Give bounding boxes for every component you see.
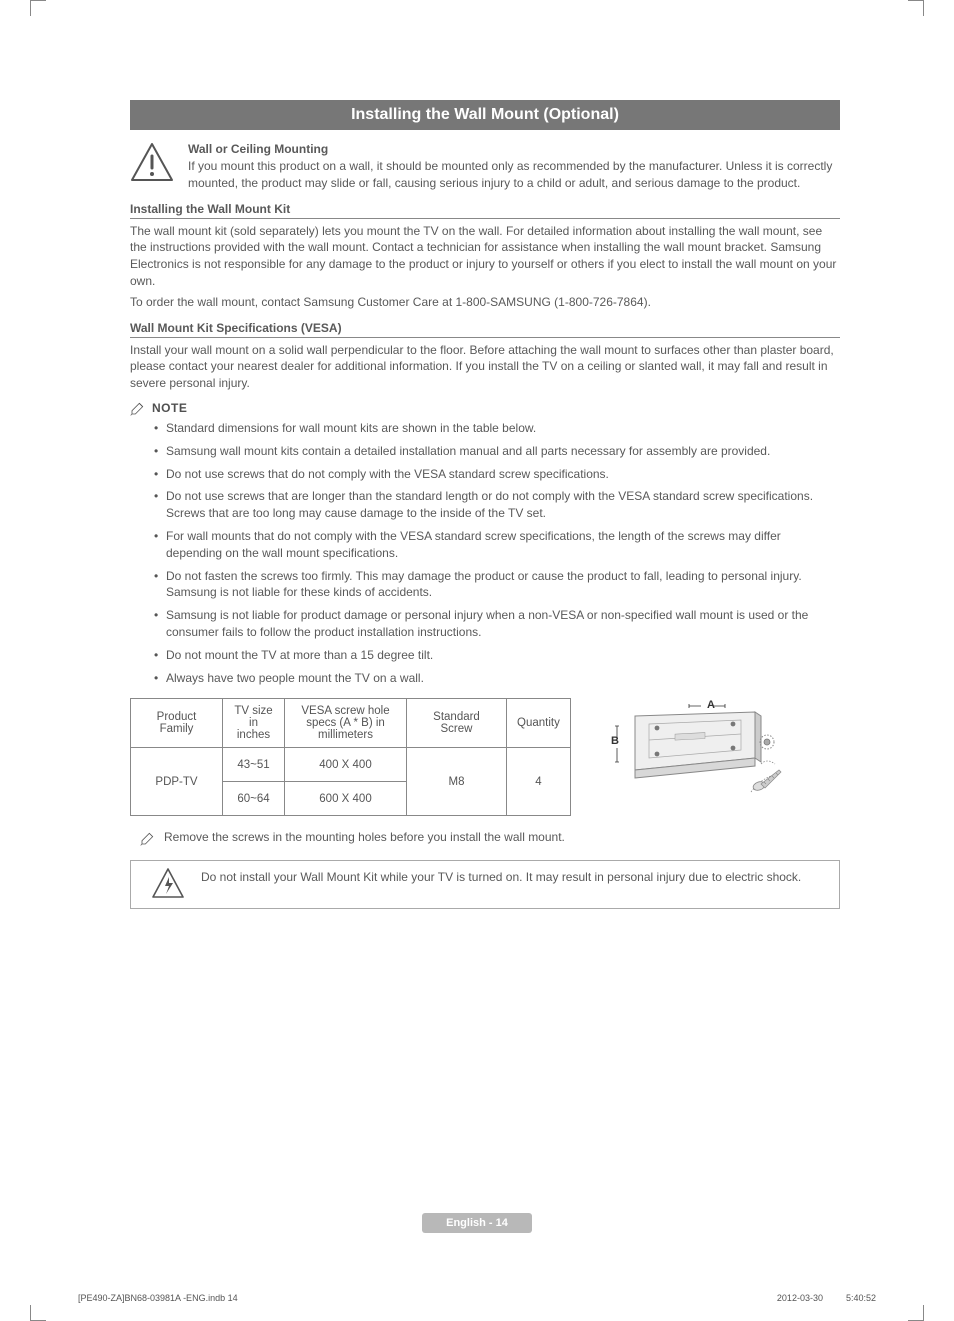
note-item: Always have two people mount the TV on a…	[154, 670, 840, 687]
title-bar: Installing the Wall Mount (Optional)	[130, 100, 840, 130]
table-header: Standard Screw	[407, 699, 507, 748]
note-item: Do not mount the TV at more than a 15 de…	[154, 647, 840, 664]
diagram-label-b: B	[611, 735, 619, 747]
note-item: Do not fasten the screws too firmly. Thi…	[154, 568, 840, 602]
doc-footer-left: [PE490-ZA]BN68-03981A -ENG.indb 14	[78, 1293, 238, 1303]
diagram-label-a: A	[707, 699, 715, 711]
table-cell: PDP-TV	[131, 748, 223, 816]
shock-warning-icon	[151, 867, 185, 902]
note-item: Samsung is not liable for product damage…	[154, 607, 840, 641]
note-item: For wall mounts that do not comply with …	[154, 528, 840, 562]
table-header: VESA screw hole specs (A * B) in millime…	[285, 699, 407, 748]
shock-warning-text: Do not install your Wall Mount Kit while…	[201, 867, 801, 886]
divider	[130, 337, 840, 338]
vesa-heading: Wall Mount Kit Specifications (VESA)	[130, 321, 840, 335]
table-header: Product Family	[131, 699, 223, 748]
table-cell: 43~51	[223, 748, 285, 782]
bracket-diagram: A B	[601, 698, 791, 811]
note-item: Standard dimensions for wall mount kits …	[154, 420, 840, 437]
table-cell: 60~64	[223, 782, 285, 816]
crop-mark-tr	[908, 0, 924, 16]
remove-screws-note: Remove the screws in the mounting holes …	[140, 830, 840, 846]
vesa-body: Install your wall mount on a solid wall …	[130, 342, 840, 392]
doc-footer-right: 2012-03-30 5:40:52	[777, 1293, 876, 1303]
table-header: Quantity	[507, 699, 571, 748]
divider	[130, 218, 840, 219]
remove-note-text: Remove the screws in the mounting holes …	[164, 830, 565, 844]
table-header: TV size in inches	[223, 699, 285, 748]
crop-mark-tl	[30, 0, 46, 16]
vesa-spec-table: Product Family TV size in inches VESA sc…	[130, 698, 571, 816]
warning-block: Wall or Ceiling Mounting If you mount th…	[130, 142, 840, 192]
warning-heading: Wall or Ceiling Mounting	[188, 142, 840, 156]
page-footer: English - 14	[0, 1213, 954, 1233]
note-list: Standard dimensions for wall mount kits …	[130, 420, 840, 686]
note-icon	[140, 830, 156, 846]
install-kit-p1: The wall mount kit (sold separately) let…	[130, 223, 840, 290]
note-item: Do not use screws that are longer than t…	[154, 488, 840, 522]
note-heading: NOTE	[130, 400, 840, 416]
document-footer: [PE490-ZA]BN68-03981A -ENG.indb 14 2012-…	[78, 1293, 876, 1303]
crop-mark-br	[908, 1305, 924, 1321]
install-kit-p2: To order the wall mount, contact Samsung…	[130, 294, 840, 311]
note-label: NOTE	[152, 401, 187, 415]
warning-body: If you mount this product on a wall, it …	[188, 158, 840, 192]
note-item: Do not use screws that do not comply wit…	[154, 466, 840, 483]
table-cell: 600 X 400	[285, 782, 407, 816]
note-item: Samsung wall mount kits contain a detail…	[154, 443, 840, 460]
page-number: English - 14	[422, 1213, 532, 1233]
warning-triangle-icon	[130, 142, 174, 185]
note-icon	[130, 400, 146, 416]
table-cell: 4	[507, 748, 571, 816]
table-cell: M8	[407, 748, 507, 816]
shock-warning-box: Do not install your Wall Mount Kit while…	[130, 860, 840, 909]
table-cell: 400 X 400	[285, 748, 407, 782]
crop-mark-bl	[30, 1305, 46, 1321]
install-kit-heading: Installing the Wall Mount Kit	[130, 202, 840, 216]
